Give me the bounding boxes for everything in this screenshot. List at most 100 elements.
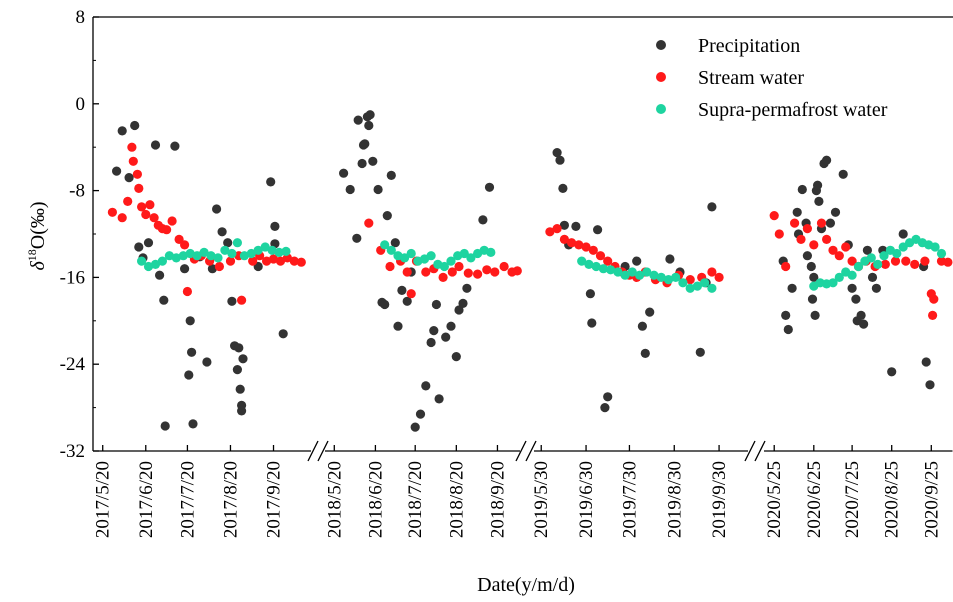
- data-point: [185, 248, 195, 259]
- y-axis-title-superscript: 18: [25, 249, 39, 261]
- data-point: [393, 321, 403, 331]
- data-point: [421, 381, 431, 391]
- legend-marker-supra-permafrost-water: [656, 104, 666, 114]
- x-tick-label: 2020/8/25: [882, 461, 903, 538]
- data-point: [345, 184, 355, 195]
- data-point: [123, 196, 133, 206]
- data-point: [207, 264, 217, 274]
- data-point: [237, 406, 247, 416]
- data-point: [225, 256, 236, 266]
- data-point: [459, 248, 469, 259]
- data-point: [262, 256, 272, 266]
- data-point: [199, 247, 209, 257]
- x-tick-label: 2019/8/30: [664, 461, 685, 538]
- data-point: [603, 392, 613, 402]
- data-point: [167, 216, 177, 226]
- data-point: [270, 221, 280, 231]
- data-point: [434, 394, 444, 404]
- data-point: [707, 283, 717, 293]
- data-point: [890, 256, 901, 266]
- x-tick-label: 2019/6/30: [576, 461, 597, 538]
- data-point: [462, 283, 472, 293]
- axes: [92, 16, 953, 462]
- data-point: [458, 298, 468, 308]
- data-point: [898, 229, 908, 239]
- data-point: [141, 209, 151, 220]
- x-tick-label: 2019/7/30: [619, 461, 640, 538]
- data-point: [192, 251, 202, 261]
- data-point: [368, 156, 378, 166]
- data-point: [802, 224, 813, 234]
- x-tick-label: 2018/6/20: [365, 461, 386, 538]
- data-point: [873, 259, 883, 269]
- data-point: [454, 261, 464, 272]
- data-point: [155, 270, 165, 280]
- data-points: [107, 110, 953, 432]
- data-point: [828, 245, 838, 255]
- data-point: [559, 220, 570, 230]
- data-point: [577, 256, 587, 266]
- data-point: [921, 357, 931, 367]
- data-point: [402, 267, 412, 277]
- data-point: [364, 120, 374, 131]
- data-point: [665, 254, 675, 264]
- data-point: [552, 224, 562, 234]
- data-point: [278, 329, 288, 339]
- data-point: [640, 348, 650, 358]
- data-point: [930, 242, 940, 252]
- data-point: [887, 367, 897, 377]
- data-point: [603, 256, 613, 266]
- data-point: [714, 272, 724, 282]
- data-point: [451, 352, 461, 362]
- data-point: [454, 305, 464, 315]
- data-point: [600, 403, 610, 413]
- data-point: [925, 380, 935, 390]
- legend-label-stream-water: Stream water: [698, 67, 804, 89]
- data-point: [920, 256, 930, 266]
- y-tick-label: -16: [60, 267, 85, 288]
- data-point: [809, 240, 819, 250]
- axis-break-mark-3-2: [754, 440, 766, 462]
- data-point: [678, 278, 688, 288]
- data-point: [929, 294, 939, 304]
- data-point: [187, 347, 197, 357]
- data-point: [132, 169, 142, 179]
- axis-break-mark-1-1: [307, 440, 319, 462]
- data-point: [157, 256, 167, 266]
- data-point: [635, 270, 645, 280]
- data-point: [695, 347, 705, 357]
- data-point: [802, 251, 813, 261]
- data-point: [268, 254, 279, 264]
- data-point: [796, 234, 806, 244]
- y-tick-label: -32: [60, 441, 85, 462]
- data-point: [145, 200, 155, 210]
- data-point: [466, 253, 476, 263]
- data-point: [685, 283, 695, 293]
- x-tick-label: 2018/8/20: [446, 461, 467, 538]
- data-point: [438, 272, 448, 282]
- data-point: [390, 238, 400, 248]
- data-point: [632, 256, 642, 266]
- y-axis-title-rest: O(‰): [27, 201, 49, 249]
- data-point: [410, 422, 420, 432]
- x-tick-label: 2017/5/20: [93, 461, 114, 538]
- data-point: [296, 257, 306, 267]
- data-point: [352, 233, 362, 243]
- data-point: [838, 169, 848, 179]
- data-point: [421, 267, 431, 277]
- data-point: [822, 234, 832, 244]
- axis-break-mark-2-1: [515, 440, 527, 462]
- data-point: [936, 248, 947, 259]
- data-point: [274, 247, 284, 257]
- data-point: [360, 139, 370, 149]
- data-point: [473, 269, 483, 279]
- data-point: [478, 215, 488, 225]
- data-point: [571, 221, 581, 231]
- data-point: [238, 354, 248, 364]
- x-tick-label: 2019/5/30: [531, 461, 552, 538]
- series-1-points: [112, 110, 935, 432]
- data-point: [214, 261, 224, 272]
- x-tick-label: 2017/7/20: [177, 461, 198, 538]
- data-point: [212, 204, 222, 214]
